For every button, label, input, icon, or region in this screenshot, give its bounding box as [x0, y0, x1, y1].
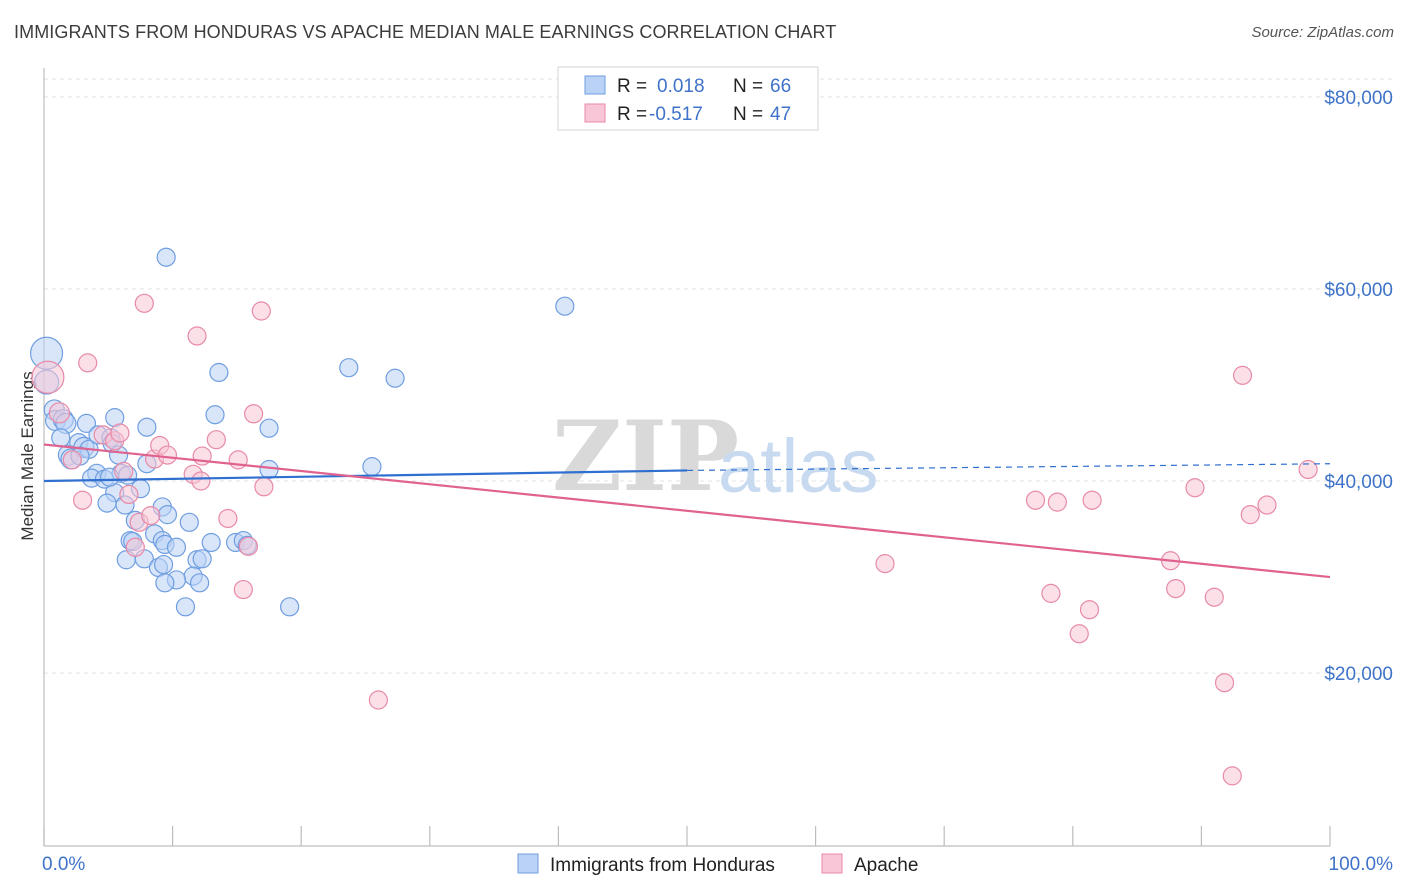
point-apache	[187, 326, 207, 346]
point-apache	[141, 505, 161, 526]
chart-title: IMMIGRANTS FROM HONDURAS VS APACHE MEDIA…	[14, 22, 837, 42]
point-apache	[48, 402, 71, 424]
point-honduras	[192, 549, 212, 569]
point-honduras	[259, 418, 279, 438]
point-apache	[72, 490, 93, 510]
y-tick-label: $80,000	[1324, 88, 1393, 109]
source-credit: Source: ZipAtlas.com	[1251, 24, 1394, 41]
point-apache	[1214, 673, 1235, 693]
point-apache	[1232, 365, 1253, 385]
point-apache	[191, 471, 211, 491]
legend-bottom-swatch-honduras	[517, 853, 539, 874]
point-honduras	[179, 512, 199, 532]
legend-top-r-label-apache: R =	[617, 104, 647, 125]
point-honduras	[97, 493, 117, 513]
legend-top-n-label-honduras: N =	[733, 76, 763, 97]
point-apache	[206, 430, 226, 450]
legend-top-r-value-honduras: 0.018	[657, 76, 705, 97]
point-apache	[875, 554, 895, 574]
x-tick-label-end: 100.0%	[1329, 854, 1394, 875]
point-apache	[119, 484, 139, 505]
point-apache	[244, 404, 264, 424]
point-apache	[134, 293, 154, 313]
trend-lines	[43, 443, 1331, 579]
point-apache	[157, 445, 178, 465]
point-apache	[368, 690, 388, 710]
point-apache	[114, 461, 134, 482]
trend-line-honduras-extension	[686, 463, 1331, 472]
point-honduras	[280, 597, 300, 617]
point-honduras	[209, 362, 229, 383]
y-tick-label: $20,000	[1324, 664, 1393, 685]
point-honduras	[155, 573, 175, 593]
point-honduras	[166, 537, 187, 557]
point-honduras	[385, 368, 405, 388]
point-apache	[233, 579, 253, 600]
data-points	[29, 247, 1318, 786]
legend-bottom-swatch-apache	[821, 853, 843, 874]
point-apache	[1069, 624, 1089, 644]
point-apache	[238, 536, 259, 556]
legend-top-n-value-honduras: 66	[770, 76, 791, 97]
legend-top-swatch-apache	[584, 103, 606, 123]
point-apache	[1025, 490, 1046, 510]
axes	[43, 68, 1331, 847]
point-honduras	[201, 532, 221, 553]
point-apache	[218, 508, 238, 529]
point-apache	[1079, 600, 1100, 620]
point-honduras	[76, 413, 97, 433]
point-honduras	[157, 505, 178, 525]
legend-top: R = 0.018 N = 66 R = -0.517 N = 47	[557, 66, 819, 131]
watermark-zip: ZIP	[552, 400, 739, 513]
point-apache	[125, 537, 145, 557]
point-apache	[1240, 505, 1260, 525]
legend-top-r-label-honduras: R =	[617, 76, 647, 97]
y-tick-label: $40,000	[1324, 472, 1393, 493]
trend-line-honduras	[43, 469, 688, 483]
legend-top-r-value-apache: -0.517	[649, 104, 703, 125]
point-honduras	[339, 358, 359, 378]
point-apache	[1204, 587, 1224, 607]
point-honduras	[175, 597, 196, 617]
trend-line-apache	[43, 443, 1331, 579]
point-apache	[1222, 766, 1242, 786]
point-apache	[1166, 578, 1186, 599]
point-honduras	[555, 296, 575, 316]
legend-bottom: Immigrants from Honduras Apache	[517, 853, 918, 876]
point-apache	[251, 301, 271, 321]
legend-bottom-label-apache: Apache	[854, 855, 918, 876]
legend-bottom-label-honduras: Immigrants from Honduras	[550, 855, 775, 876]
point-honduras	[190, 573, 210, 593]
legend-top-n-value-apache: 47	[770, 104, 791, 125]
point-honduras	[259, 459, 279, 480]
legend-top-n-label-apache: N =	[733, 104, 763, 125]
point-apache	[1082, 490, 1102, 510]
watermark: ZIP atlas	[552, 400, 879, 513]
point-apache	[1041, 583, 1061, 603]
point-honduras	[205, 405, 225, 425]
point-apache	[78, 353, 98, 373]
point-apache	[1185, 478, 1205, 498]
point-apache	[1298, 459, 1318, 480]
point-honduras	[362, 457, 382, 477]
watermark-atlas: atlas	[718, 424, 879, 509]
y-axis-label: Median Male Earnings	[18, 371, 37, 540]
y-tick-label: $60,000	[1324, 280, 1393, 301]
point-apache	[110, 423, 130, 443]
y-tick-labels: $20,000 $40,000 $60,000 $80,000	[1324, 88, 1393, 685]
x-tick-label-start: 0.0%	[42, 854, 85, 875]
point-apache	[62, 450, 82, 470]
point-apache	[1257, 495, 1277, 515]
point-honduras	[137, 417, 157, 437]
point-apache	[254, 477, 274, 497]
x-tick-labels: 0.0% 100.0%	[42, 854, 1393, 875]
point-honduras	[156, 247, 176, 267]
point-honduras	[153, 554, 174, 575]
legend-top-swatch-honduras	[584, 75, 606, 95]
point-apache	[1047, 492, 1067, 512]
point-honduras	[51, 428, 71, 448]
point-apache	[31, 360, 65, 394]
